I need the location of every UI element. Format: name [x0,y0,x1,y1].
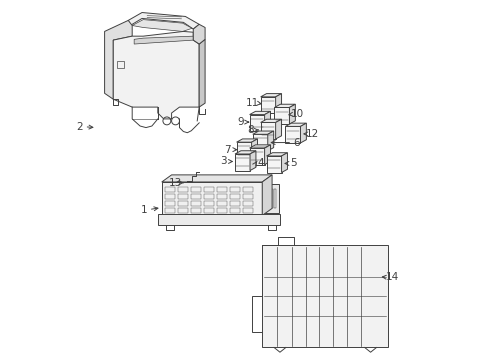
Text: 6: 6 [293,138,300,148]
Bar [217,201,226,206]
Text: 10: 10 [290,109,304,119]
Text: 4: 4 [256,158,263,168]
Bar [264,189,266,208]
Bar [178,208,187,213]
Bar [229,194,239,199]
Polygon shape [262,175,271,216]
Polygon shape [264,145,270,165]
Bar [235,154,249,171]
Polygon shape [266,153,287,156]
Bar [229,187,239,192]
Polygon shape [289,104,295,124]
Polygon shape [193,24,204,44]
Polygon shape [275,119,281,139]
Text: 11: 11 [245,98,259,108]
Bar [164,201,174,206]
Polygon shape [104,21,132,99]
Bar [273,189,275,208]
Bar [267,189,269,208]
Bar [243,208,252,213]
Bar [203,187,213,192]
Text: 5: 5 [290,158,297,168]
Bar [178,201,187,206]
Bar [217,187,226,192]
Text: 1: 1 [141,204,147,215]
Bar [158,214,280,225]
Polygon shape [267,131,273,151]
Polygon shape [162,175,271,182]
Text: 14: 14 [385,272,398,282]
Bar [274,108,289,124]
Bar [270,189,272,208]
Text: 7: 7 [224,145,230,155]
Bar [236,142,251,159]
Bar [190,208,201,213]
Polygon shape [285,123,306,126]
Bar [262,245,387,347]
Bar [117,60,124,68]
Polygon shape [236,139,257,142]
Bar [164,194,174,199]
Text: 8: 8 [246,125,253,135]
Text: 2: 2 [76,122,83,132]
Bar [164,208,174,213]
Polygon shape [235,151,255,154]
Bar [243,201,252,206]
Bar [243,187,252,192]
Polygon shape [264,111,270,131]
Bar [217,208,226,213]
Polygon shape [281,153,287,172]
Bar [262,184,278,213]
Polygon shape [249,151,255,171]
Polygon shape [134,36,193,44]
Bar [243,194,252,199]
Polygon shape [249,111,270,114]
Bar [190,187,201,192]
Polygon shape [113,31,199,119]
Polygon shape [252,131,273,134]
Polygon shape [128,13,199,29]
Bar [229,201,239,206]
Bar [203,201,213,206]
Polygon shape [249,145,270,148]
Bar [249,114,264,131]
Bar [260,122,275,139]
Bar [178,187,187,192]
Polygon shape [260,119,281,122]
Polygon shape [260,94,281,97]
Bar [260,97,275,113]
Bar [178,194,187,199]
Polygon shape [274,104,295,108]
Text: 12: 12 [305,129,319,139]
Bar [164,187,174,192]
Text: 13: 13 [168,178,182,188]
Polygon shape [199,39,204,107]
Bar [249,148,264,165]
Polygon shape [251,139,257,159]
Polygon shape [275,94,281,113]
Bar [229,208,239,213]
Bar [162,182,262,216]
Bar [203,194,213,199]
Bar [266,156,281,172]
Bar [190,201,201,206]
Polygon shape [300,123,306,143]
Bar [252,134,267,151]
Bar [217,194,226,199]
Bar [190,194,201,199]
Text: 3: 3 [220,157,226,166]
Polygon shape [132,19,192,31]
Bar [285,126,300,143]
Bar [203,208,213,213]
Text: 9: 9 [237,117,244,127]
